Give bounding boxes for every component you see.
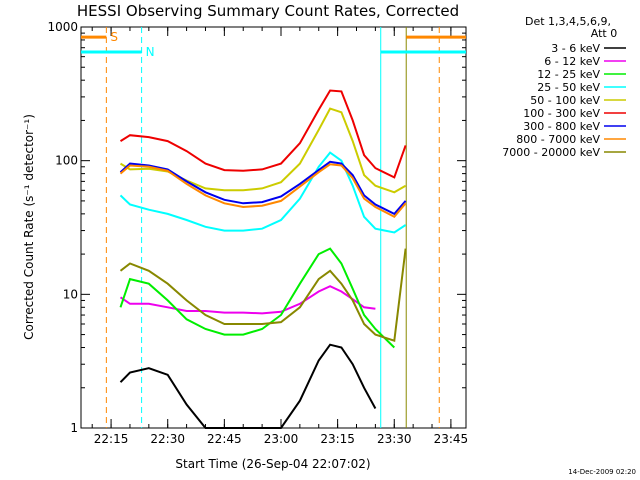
series-line	[119, 343, 377, 429]
series-line	[119, 163, 407, 219]
y-tick-label: 1000	[47, 20, 78, 34]
legend-entry-label: 50 - 100 keV	[530, 94, 600, 107]
x-tick-label: 22:30	[150, 432, 185, 446]
y-tick-label: 10	[63, 287, 78, 301]
vertical-markers	[105, 27, 440, 428]
x-axis-title: Start Time (26-Sep-04 22:07:02)	[175, 457, 370, 471]
legend-entry-label: 12 - 25 keV	[537, 68, 600, 81]
series-line	[119, 151, 407, 234]
y-tick-label: 1	[70, 421, 78, 435]
footer-timestamp: 14-Dec-2009 02:20	[568, 468, 636, 476]
series-line	[119, 89, 407, 179]
flag-bar-label: S	[110, 30, 118, 44]
series-line-group	[119, 247, 395, 349]
flag-bars: SN	[81, 30, 466, 59]
series-line-group	[119, 343, 377, 429]
series-line	[119, 247, 395, 349]
chart-title: HESSI Observing Summary Count Rates, Cor…	[77, 2, 459, 20]
x-tick-label: 23:45	[434, 432, 469, 446]
legend-entry-label: 3 - 6 keV	[551, 42, 600, 55]
legend-header: Att 0	[591, 27, 617, 40]
x-tick-label: 23:00	[264, 432, 299, 446]
series-line-group	[119, 89, 407, 179]
y-axis-title: Corrected Count Rate (s⁻¹ detector⁻¹)	[22, 114, 36, 340]
series-line-group	[119, 285, 376, 315]
series-line	[119, 248, 407, 343]
series-lines	[119, 89, 407, 429]
series-line	[119, 160, 407, 216]
axis-ticks: 1 10 100 1000 22:15 22:30 22:45 23:00 23:15 23:30…	[47, 20, 468, 446]
series-line-group	[119, 160, 407, 216]
y-tick-label: 100	[55, 154, 78, 168]
legend-entry-label: 25 - 50 keV	[537, 81, 600, 94]
legend-entry-label: 100 - 300 keV	[523, 107, 600, 120]
x-tick-label: 23:15	[320, 432, 355, 446]
x-tick-label: 22:15	[94, 432, 129, 446]
series-line	[119, 285, 376, 315]
x-tick-label: 23:30	[377, 432, 412, 446]
legend-entry-label: 800 - 7000 keV	[516, 133, 600, 146]
series-line-group	[119, 248, 407, 343]
legend-entry-label: 6 - 12 keV	[544, 55, 600, 68]
series-line-group	[119, 151, 407, 234]
y-axis-title-text: Corrected Count Rate (s⁻¹ detector⁻¹)	[22, 114, 36, 340]
x-tick-label: 22:45	[207, 432, 242, 446]
legend-entry-label: 7000 - 20000 keV	[502, 146, 600, 159]
flag-bar-label: N	[146, 45, 155, 59]
legend-entry-label: 300 - 800 keV	[523, 120, 600, 133]
legend-header: Det 1,3,4,5,6,9,	[525, 15, 611, 28]
plot-frame	[80, 26, 467, 429]
series-line-group	[119, 163, 407, 219]
